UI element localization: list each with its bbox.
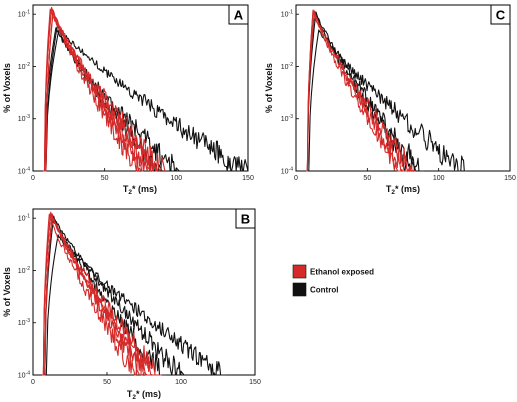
y-tick-base: 10 (18, 64, 26, 71)
x-axis-label-main: T (127, 389, 133, 399)
control-curve (44, 25, 249, 172)
y-tick-exp: -4 (289, 167, 294, 173)
control-curve (306, 10, 417, 172)
x-axis-label: T2* (ms) (123, 184, 157, 196)
y-tick-exp: -2 (289, 62, 294, 68)
y-tick-exp: -3 (26, 318, 31, 324)
x-axis-label-sub: 2 (128, 189, 132, 196)
x-ticks: 0 50 100 150 (294, 168, 516, 182)
y-tick-label: 10-2 (18, 266, 30, 275)
x-axis-label-main: T (386, 184, 392, 194)
legend-swatch-control (292, 282, 307, 297)
x-tick-label: 100 (433, 175, 445, 182)
panel-label: C (496, 8, 506, 23)
y-tick-exp: -2 (26, 266, 31, 272)
y-tick-base: 10 (281, 116, 289, 123)
panel-label-box (228, 4, 249, 25)
y-tick-label: 10-4 (18, 371, 30, 380)
curve-group (43, 6, 249, 172)
x-tick-label: 0 (294, 175, 298, 182)
x-tick-label: 100 (170, 175, 182, 182)
panel-label: A (234, 8, 244, 23)
y-tick-label: 10-1 (281, 10, 293, 19)
panel-label-box (235, 208, 256, 229)
control-curve (306, 11, 425, 172)
y-tick-exp: -1 (26, 214, 31, 220)
y-tick-label: 10-4 (281, 167, 293, 176)
y-axis-label: % of Voxels (2, 267, 12, 317)
y-tick-exp: -2 (26, 62, 31, 68)
ethanol-curve (306, 9, 416, 172)
y-ticks: 10-110-210-310-4 (18, 214, 36, 380)
x-axis-label-rest: * (ms) (395, 184, 420, 194)
ethanol-curve (43, 214, 162, 376)
panel-label-box (490, 4, 511, 25)
y-tick-base: 10 (281, 64, 289, 71)
legend: Ethanol exposed Control (292, 264, 374, 297)
legend-swatch-ethanol (292, 264, 307, 279)
x-tick-label: 150 (249, 379, 261, 386)
y-tick-label: 10-3 (18, 318, 30, 327)
x-tick-label: 50 (103, 379, 111, 386)
panel-label: B (241, 212, 250, 227)
y-tick-exp: -4 (26, 167, 31, 173)
x-tick-label: 0 (31, 175, 35, 182)
legend-label-ethanol: Ethanol exposed (310, 268, 374, 277)
y-tick-label: 10-3 (18, 114, 30, 123)
y-tick-base: 10 (18, 216, 26, 223)
y-tick-base: 10 (18, 169, 26, 176)
x-axis-label-rest: * (ms) (136, 389, 161, 399)
ethanol-curve (43, 213, 148, 376)
y-tick-exp: -4 (26, 371, 31, 377)
x-tick-label: 100 (175, 379, 187, 386)
curve-group (41, 211, 226, 376)
y-tick-label: 10-2 (281, 62, 293, 71)
y-tick-label: 10-2 (18, 62, 30, 71)
y-tick-label: 10-1 (18, 10, 30, 19)
x-tick-label: 150 (242, 175, 254, 182)
x-tick-label: 0 (31, 379, 35, 386)
panel-b: 10-110-210-310-4 0 50 100 150 B % of Voxels… (2, 208, 261, 401)
x-axis-label-sub: 2 (391, 189, 395, 196)
y-tick-base: 10 (281, 169, 289, 176)
panel-a: 10-110-210-310-4 0 50 100 150 A % of Voxels… (2, 4, 254, 196)
x-tick-label: 150 (504, 175, 516, 182)
x-axis-label-sub: 2 (132, 394, 136, 401)
y-tick-base: 10 (18, 320, 26, 327)
y-ticks: 10-110-210-310-4 (281, 10, 299, 176)
y-tick-label: 10-4 (18, 167, 30, 176)
x-axis-label-rest: * (ms) (132, 184, 157, 194)
y-tick-base: 10 (18, 268, 26, 275)
ethanol-curve (43, 8, 166, 172)
y-tick-base: 10 (18, 12, 26, 19)
curve-group (306, 9, 468, 172)
x-axis-label-main: T (123, 184, 129, 194)
x-axis-label: T2* (ms) (386, 184, 420, 196)
x-ticks: 0 50 100 150 (31, 372, 261, 386)
y-tick-exp: -1 (26, 10, 31, 16)
y-axis-label: % of Voxels (264, 63, 274, 113)
ethanol-curve (41, 213, 141, 376)
y-tick-exp: -1 (289, 10, 294, 16)
y-tick-exp: -3 (26, 114, 31, 120)
y-tick-exp: -3 (289, 114, 294, 120)
x-tick-label: 50 (363, 175, 371, 182)
y-tick-label: 10-1 (18, 214, 30, 223)
x-axis-label: T2* (ms) (127, 389, 161, 401)
y-tick-base: 10 (18, 373, 26, 380)
x-ticks: 0 50 100 150 (31, 168, 254, 182)
y-tick-base: 10 (281, 12, 289, 19)
y-ticks: 10-110-210-310-4 (18, 10, 36, 176)
y-tick-base: 10 (18, 116, 26, 123)
control-curve (43, 215, 185, 376)
y-axis-label: % of Voxels (2, 63, 12, 113)
y-tick-label: 10-3 (281, 114, 293, 123)
panel-c: 10-110-210-310-4 0 50 100 150 C % of Voxels… (264, 4, 516, 196)
x-tick-label: 50 (101, 175, 109, 182)
legend-label-control: Control (310, 286, 338, 295)
